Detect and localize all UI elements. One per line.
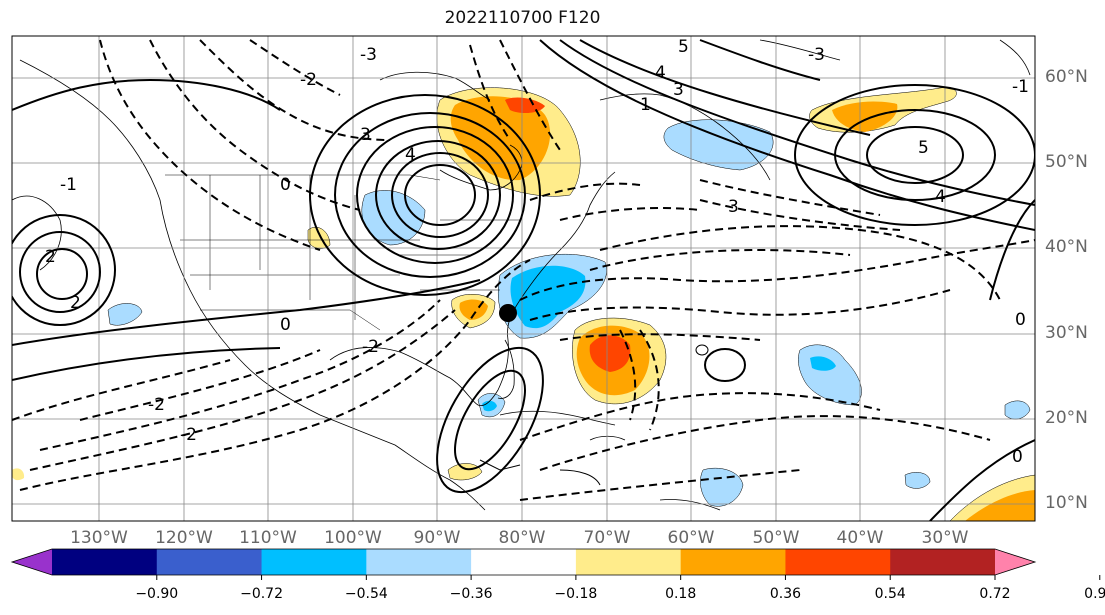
colorbar-tick-label: 0.90 xyxy=(1084,586,1105,602)
contour-label: -1 xyxy=(60,175,77,195)
contour-label: 2 xyxy=(45,247,56,267)
map-frame xyxy=(11,35,1036,522)
colorbar-tick-label: −0.18 xyxy=(554,586,598,602)
lon-label: 100°W xyxy=(324,528,382,548)
contour-label: 3 xyxy=(360,125,371,145)
lon-label: 40°W xyxy=(836,528,884,548)
colorbar-tick-label: 0.72 xyxy=(979,586,1011,602)
coastlines xyxy=(12,39,1031,511)
positive-contours xyxy=(12,39,1035,521)
islands xyxy=(479,344,709,486)
contour-label: 0 xyxy=(1015,310,1026,330)
contour-label: 4 xyxy=(655,63,666,83)
lon-label: 60°W xyxy=(667,528,715,548)
lon-label: 80°W xyxy=(498,528,546,548)
contour-label: 0 xyxy=(1012,447,1023,467)
contour-label: -2 xyxy=(300,70,317,90)
lon-label: 110°W xyxy=(239,528,297,548)
lon-label: 70°W xyxy=(583,528,631,548)
contour-label: 5 xyxy=(918,138,929,158)
lat-label: 60°N xyxy=(1045,67,1088,87)
lon-label: 130°W xyxy=(70,528,128,548)
lat-label: 30°N xyxy=(1045,323,1088,343)
contour-label: 4 xyxy=(405,145,416,165)
location-marker xyxy=(499,304,517,322)
lat-label: 10°N xyxy=(1045,493,1088,513)
colorbar-tick-label: 0.18 xyxy=(665,586,697,602)
contour-label: -2 xyxy=(362,337,379,357)
lat-label: 50°N xyxy=(1045,152,1088,172)
lon-label: 120°W xyxy=(155,528,213,548)
lon-label: 30°W xyxy=(921,528,969,548)
contour-label: -2 xyxy=(180,425,197,445)
contour-label: -1 xyxy=(1012,77,1029,97)
contour-label: 2 xyxy=(70,293,81,313)
colorbar-tick-label: −0.72 xyxy=(240,586,283,602)
map-title: 2022110700 F120 xyxy=(444,8,601,28)
contour-label: 3 xyxy=(728,197,739,217)
lat-label: 20°N xyxy=(1045,408,1088,428)
political-borders xyxy=(165,174,520,331)
contour-label-group: 5 4 3 1 5 4 3 4 3 2 2 0 -2 -2 -2 0 0 -3 … xyxy=(45,37,1029,467)
colorbar-tick-label: −0.54 xyxy=(344,586,388,602)
gridlines xyxy=(12,36,1035,521)
contour-label: -2 xyxy=(148,395,165,415)
contour-label: 0 xyxy=(280,175,291,195)
contour-label: -3 xyxy=(360,45,377,65)
colorbar-tick-label: 0.36 xyxy=(769,586,802,602)
contour-label: 3 xyxy=(673,80,684,100)
contour-label: 4 xyxy=(935,187,946,207)
lon-label: 90°W xyxy=(413,528,461,548)
colorbar-tick-label: −0.36 xyxy=(449,586,493,602)
colorbar-tick-label: 0.54 xyxy=(874,586,906,602)
lat-label: 40°N xyxy=(1045,237,1088,257)
contour-label: -3 xyxy=(808,45,825,65)
contour-label: 1 xyxy=(640,95,651,115)
colorbar-tick-label: −0.90 xyxy=(135,586,179,602)
negative-contours xyxy=(12,39,1035,501)
contour-label: 5 xyxy=(678,37,689,57)
lon-label: 50°W xyxy=(752,528,800,548)
contour-label: 0 xyxy=(280,315,291,335)
